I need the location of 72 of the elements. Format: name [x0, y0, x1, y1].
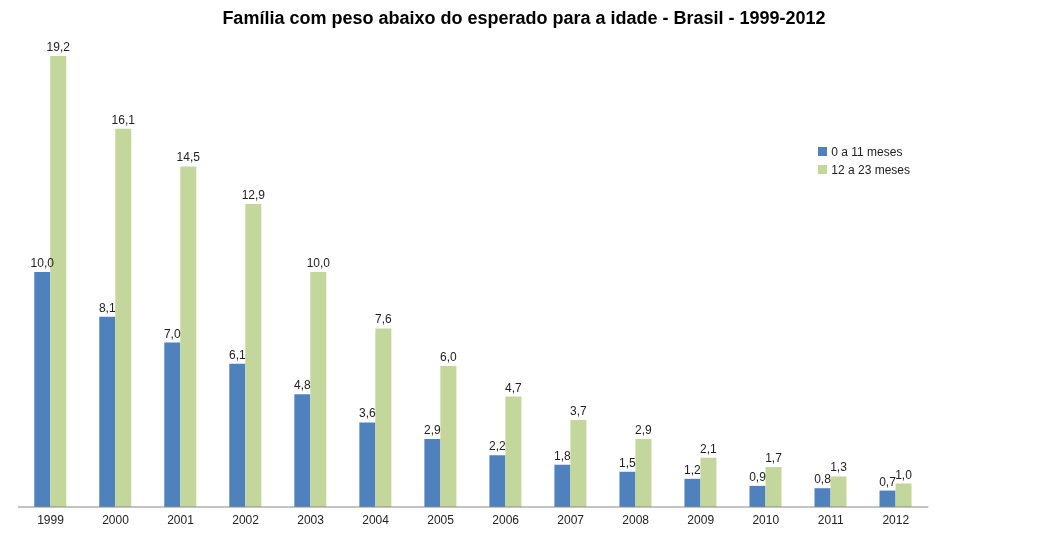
bar [619, 471, 636, 507]
bar [879, 490, 896, 507]
bar [570, 420, 587, 507]
bar [229, 363, 246, 507]
legend-label: 12 a 23 meses [831, 163, 910, 177]
data-label: 14,5 [176, 150, 201, 165]
bar [99, 316, 116, 507]
data-label: 3,7 [570, 404, 588, 419]
x-tick-label: 2009 [687, 512, 715, 527]
bar [749, 485, 766, 507]
data-label: 10,0 [306, 256, 331, 271]
bar [765, 467, 782, 507]
data-label: 6,0 [440, 350, 458, 365]
bar [294, 394, 311, 507]
bar [895, 483, 912, 507]
x-tick-label: 2004 [362, 512, 390, 527]
data-label: 7,6 [375, 312, 393, 327]
bar [830, 476, 847, 507]
data-label: 2,2 [489, 439, 507, 454]
chart-title: Família com peso abaixo do esperado para a idade - Brasil - 1999-2012 [221, 8, 827, 30]
data-label: 1,0 [895, 467, 913, 482]
bar [635, 438, 652, 507]
bar [180, 166, 197, 507]
x-tick-label: 2001 [167, 512, 195, 527]
x-tick-label: 2012 [882, 512, 910, 527]
bar [34, 272, 51, 507]
data-label: 0,9 [749, 469, 767, 484]
data-label: 1,2 [684, 462, 702, 477]
data-label: 16,1 [111, 112, 136, 127]
x-tick-label: 2010 [752, 512, 780, 527]
data-label: 4,8 [293, 378, 311, 393]
data-label: 1,8 [554, 448, 572, 463]
x-tick-label: 2000 [102, 512, 130, 527]
bar [424, 438, 441, 507]
x-tick-label: 2007 [557, 512, 585, 527]
bar [554, 464, 571, 507]
data-label: 2,1 [700, 441, 718, 456]
x-tick-label: 2008 [622, 512, 650, 527]
x-tick-label: 2003 [297, 512, 325, 527]
data-label: 3,6 [359, 406, 377, 421]
bar [164, 342, 181, 507]
data-label: 1,5 [619, 455, 637, 470]
data-label: 7,0 [163, 326, 181, 341]
data-label: 2,9 [635, 422, 653, 437]
x-tick-label: 2002 [232, 512, 260, 527]
bar [115, 128, 132, 507]
data-label: 6,1 [228, 347, 246, 362]
data-label: 0,7 [879, 474, 897, 489]
data-label: 12,9 [241, 187, 266, 202]
x-tick-label: 2011 [817, 512, 844, 527]
data-label: 1,3 [830, 460, 848, 475]
data-label: 8,1 [98, 300, 116, 315]
bar [700, 457, 717, 507]
bar [359, 422, 376, 507]
bar [489, 455, 506, 507]
bar [814, 488, 831, 507]
data-label: 4,7 [505, 380, 523, 395]
data-label: 0,8 [814, 472, 832, 487]
data-label: 19,2 [46, 40, 71, 54]
x-tick-label: 1999 [37, 512, 65, 527]
bar [440, 366, 457, 507]
data-label: 2,9 [424, 422, 442, 437]
x-tick-label: 2005 [427, 512, 455, 527]
bar [245, 203, 262, 507]
x-tick-label: 2006 [492, 512, 520, 527]
bar [505, 396, 522, 507]
bar [684, 478, 701, 507]
data-label: 10,0 [30, 256, 55, 271]
legend-label: 0 a 11 meses [831, 145, 903, 159]
data-label: 1,7 [765, 451, 783, 466]
bar [375, 328, 392, 507]
bar [310, 272, 327, 507]
